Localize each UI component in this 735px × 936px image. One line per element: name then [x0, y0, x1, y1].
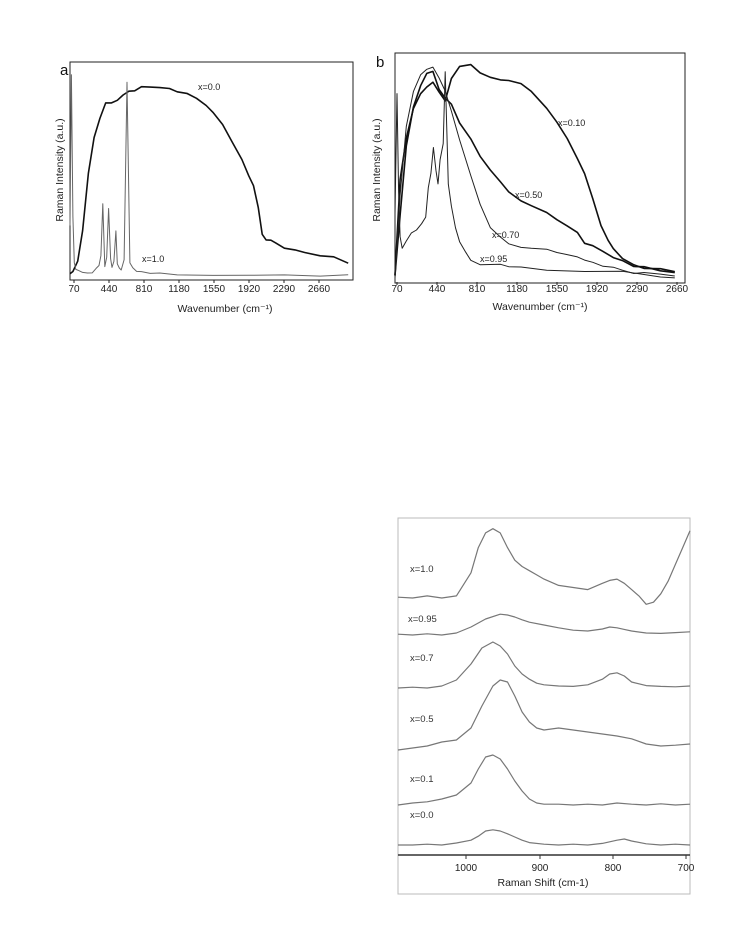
- x-tick-label: 810: [469, 284, 486, 295]
- panel-b-x-ticks: 70 440 810 1180 1550 1920 2290 2660: [391, 282, 689, 295]
- series-line-x-0-0: [69, 85, 349, 275]
- series-line-x-1-0: [397, 528, 691, 605]
- panel-b-label-x050: x=0.50: [515, 190, 542, 200]
- panel-c-label-x05: x=0.5: [410, 714, 434, 725]
- x-tick-label: 440: [101, 284, 118, 295]
- series-line-x-0-7: [397, 641, 691, 689]
- panel-b-label-x070: x=0.70: [492, 230, 519, 240]
- x-tick-label: 2660: [308, 284, 331, 295]
- panel-c-label-x10: x=1.0: [410, 564, 434, 575]
- panel-b-chart: b 70 440 810 1180 1550 1920 2290 2660 Wavenumbe…: [371, 52, 689, 313]
- x-tick-label: 1550: [203, 284, 226, 295]
- panel-c-series: [397, 528, 691, 846]
- panel-b-y-axis-label: Raman Intensity (a.u.): [371, 118, 383, 221]
- panel-a-frame: [69, 61, 354, 281]
- x-tick-label: 2290: [626, 284, 649, 295]
- x-tick-label: 1000: [455, 863, 478, 874]
- x-tick-label: 2290: [273, 284, 296, 295]
- panel-a-label-x1: x=1.0: [142, 254, 164, 264]
- panel-c-x-axis-label: Raman Shift (cm-1): [497, 877, 588, 889]
- panel-b-frame: [394, 52, 686, 284]
- panel-a-y-axis-label: Raman Intensity (a.u.): [54, 118, 66, 221]
- x-tick-label: 810: [136, 284, 153, 295]
- panel-a-x-axis-label: Wavenumber (cm⁻¹): [178, 303, 273, 315]
- series-line-x-0-95: [397, 613, 691, 636]
- x-tick-label: 2660: [666, 284, 689, 295]
- x-tick-label: 1920: [586, 284, 609, 295]
- panel-c-frame: [397, 517, 691, 895]
- series-line-x-0-5: [397, 679, 691, 751]
- panel-c-label-x01: x=0.1: [410, 774, 434, 785]
- panel-b-label-x095: x=0.95: [480, 254, 507, 264]
- series-line-x-0-70: [394, 66, 675, 279]
- panel-c-label-x07: x=0.7: [410, 653, 434, 664]
- series-line-x-1-0: [69, 74, 349, 277]
- panel-c-x-ticks: 1000 900 800 700: [455, 855, 695, 874]
- x-tick-label: 1180: [506, 284, 528, 295]
- panel-b-letter: b: [376, 54, 384, 71]
- panel-a-series: [69, 74, 349, 277]
- panel-c-label-x00: x=0.0: [410, 810, 434, 821]
- panel-a-label-x0: x=0.0: [198, 82, 220, 92]
- panel-a-x-ticks: 70 440 810 1180 1550 1920 2290 2660: [68, 280, 331, 295]
- x-tick-label: 440: [429, 284, 446, 295]
- series-line-x-0-50: [394, 70, 675, 276]
- panel-c-chart: 1000 900 800 700 Raman Shift (cm-1) x=1.0 x…: [397, 517, 695, 895]
- x-tick-label: 800: [605, 863, 622, 874]
- series-line-x-0-95: [394, 71, 675, 279]
- panel-b-x-axis-label: Wavenumber (cm⁻¹): [493, 301, 588, 313]
- panel-c-label-x095: x=0.95: [408, 614, 437, 625]
- series-line-x-0-10: [394, 63, 675, 276]
- x-tick-label: 70: [68, 284, 80, 295]
- panel-a-letter: a: [60, 62, 69, 79]
- x-tick-label: 1920: [238, 284, 261, 295]
- panel-b-label-x010: x=0.10: [558, 118, 585, 128]
- x-tick-label: 1180: [168, 284, 190, 295]
- x-tick-label: 70: [391, 284, 403, 295]
- x-tick-label: 1550: [546, 284, 569, 295]
- x-tick-label: 700: [678, 863, 695, 874]
- x-tick-label: 900: [532, 863, 549, 874]
- panel-b-series: [394, 63, 675, 279]
- panel-a-chart: a 70 440 810 1180 1550 1920 2290 2660 Wavenumbe…: [54, 61, 354, 315]
- series-line-x-0-0: [398, 829, 691, 846]
- series-line-x-0-1: [397, 754, 691, 806]
